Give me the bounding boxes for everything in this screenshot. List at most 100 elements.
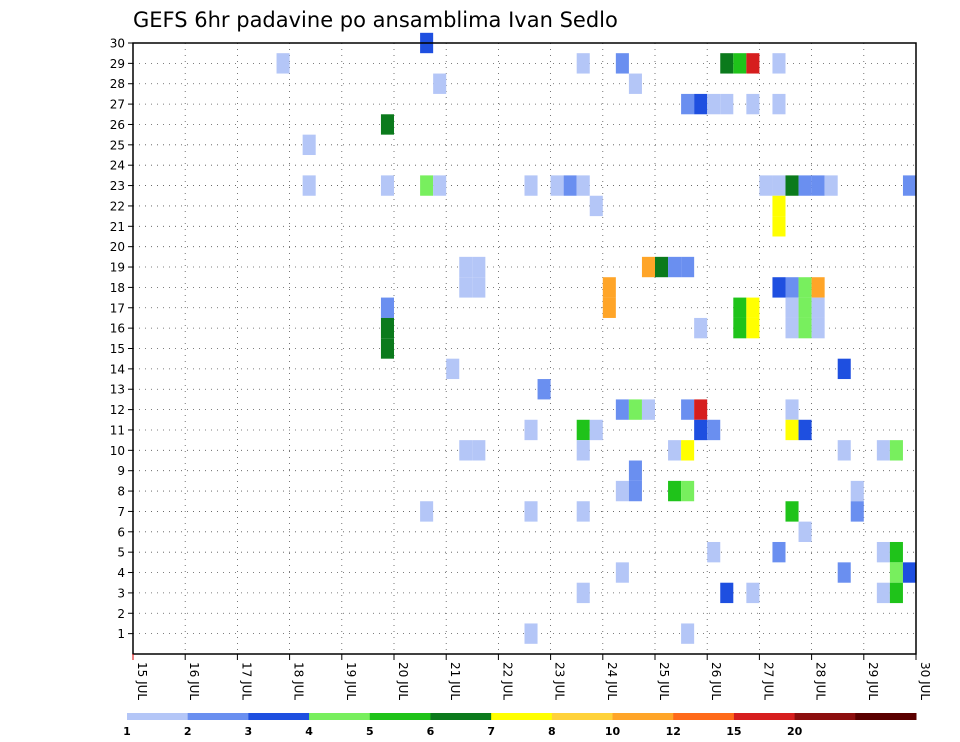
heatmap-cell <box>902 562 916 583</box>
heatmap-cell <box>380 175 394 196</box>
heatmap-cell <box>380 338 394 359</box>
y-tick-label: 7 <box>117 505 125 519</box>
heatmap-cell <box>459 256 473 278</box>
heatmap-cell <box>681 623 695 644</box>
heatmap-cell <box>811 175 825 196</box>
x-tick-label: 23 JUL <box>553 662 567 700</box>
legend-label: 12 <box>666 725 681 738</box>
heatmap-cell <box>798 317 812 339</box>
heatmap-cell <box>615 53 629 74</box>
heatmap-cell <box>811 277 825 298</box>
y-tick-label: 3 <box>117 586 125 600</box>
x-tick-label: 19 JUL <box>344 662 358 700</box>
heatmap-cell <box>785 501 799 522</box>
legend-label: 8 <box>548 725 556 738</box>
legend-label: 10 <box>605 725 621 738</box>
heatmap-cell <box>681 256 695 278</box>
x-tick-label: 29 JUL <box>866 662 880 700</box>
x-tick-label: 16 JUL <box>187 662 201 700</box>
legend-label: 7 <box>487 725 495 738</box>
legend-swatch <box>369 713 431 720</box>
heatmap-cell <box>472 277 486 298</box>
heatmap-cell <box>668 440 682 461</box>
y-tick-label: 15 <box>110 342 125 356</box>
y-tick-label: 12 <box>110 403 125 417</box>
heatmap-cell <box>550 175 564 196</box>
heatmap-cell <box>707 419 721 441</box>
heatmap-cell <box>628 480 642 502</box>
y-tick-label: 17 <box>110 301 125 315</box>
heatmap-cell <box>524 501 538 522</box>
heatmap-cell <box>459 277 473 298</box>
heatmap-cell <box>837 440 851 461</box>
heatmap-cell <box>889 541 903 563</box>
cells <box>276 32 916 644</box>
x-tick-label: 24 JUL <box>605 662 619 700</box>
y-tick-label: 8 <box>117 485 125 499</box>
x-tick-label: 25 JUL <box>657 662 671 700</box>
heatmap-cell <box>615 480 629 502</box>
x-tick-label: 27 JUL <box>761 662 775 700</box>
heatmap-cell <box>746 582 760 604</box>
heatmap-cell <box>850 480 864 502</box>
heatmap-cell <box>302 175 316 196</box>
plot-frame <box>132 42 917 655</box>
heatmap-cell <box>641 399 655 420</box>
legend-swatch <box>612 713 674 720</box>
y-tick-label: 20 <box>110 240 125 254</box>
heatmap-cell <box>602 297 616 318</box>
heatmap-cell <box>746 297 760 318</box>
heatmap-cell <box>524 623 538 644</box>
legend-swatch <box>491 713 553 720</box>
y-tick-label: 29 <box>110 57 125 71</box>
heatmap-cell <box>576 419 590 441</box>
y-tick-label: 25 <box>110 138 125 152</box>
heatmap-cell <box>746 93 760 115</box>
y-tick-label: 18 <box>110 281 125 295</box>
y-tick-label: 14 <box>110 362 125 376</box>
y-tick-label: 4 <box>117 566 125 580</box>
heatmap-cell <box>850 501 864 522</box>
legend-label: 4 <box>305 725 313 738</box>
x-tick-label: 20 JUL <box>396 662 410 700</box>
heatmap-cell <box>433 73 447 94</box>
heatmap-cell <box>798 419 812 441</box>
y-tick-label: 30 <box>110 37 125 51</box>
x-tick-label: 17 JUL <box>239 662 253 700</box>
heatmap-cell <box>472 440 486 461</box>
heatmap-cell <box>563 175 577 196</box>
heatmap-cell <box>720 53 734 74</box>
heatmap-cell <box>785 175 799 196</box>
heatmap-cell <box>681 399 695 420</box>
chart-title: GEFS 6hr padavine po ansamblima Ivan Sed… <box>133 8 618 32</box>
y-axis: 1234567891011121314151617181920212223242… <box>110 37 133 641</box>
heatmap-cell <box>785 399 799 420</box>
heatmap-cell <box>380 297 394 318</box>
heatmap-cell <box>889 582 903 604</box>
y-tick-label: 23 <box>110 179 125 193</box>
legend-swatch <box>127 713 189 720</box>
heatmap-cell <box>433 175 447 196</box>
legend-swatch <box>673 713 735 720</box>
heatmap-cell <box>811 297 825 318</box>
legend-label: 2 <box>184 725 192 738</box>
heatmap-cell <box>707 93 721 115</box>
heatmap-cell <box>837 358 851 380</box>
heatmap-cell <box>837 562 851 583</box>
y-tick-label: 13 <box>110 383 125 397</box>
heatmap-cell <box>420 175 434 196</box>
y-tick-label: 5 <box>117 546 125 560</box>
heatmap-cell <box>681 440 695 461</box>
heatmap-cell <box>785 277 799 298</box>
heatmap-cell <box>276 53 290 74</box>
heatmap-cell <box>772 53 786 74</box>
heatmap-cell <box>798 521 812 542</box>
y-tick-label: 27 <box>110 98 125 112</box>
heatmap-cell <box>798 277 812 298</box>
heatmap-cell <box>733 53 747 74</box>
heatmap-cell <box>380 114 394 135</box>
heatmap-cell <box>720 93 734 115</box>
heatmap-cell <box>772 541 786 563</box>
heatmap-cell <box>746 53 760 74</box>
heatmap-cell <box>876 582 890 604</box>
